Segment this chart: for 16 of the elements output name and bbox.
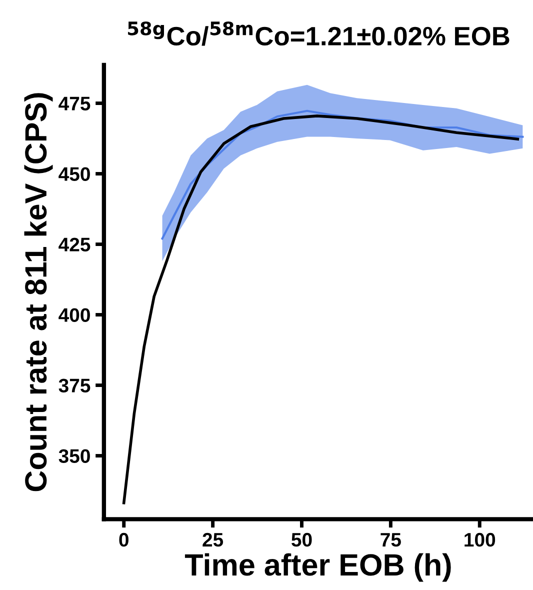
y-tick-label: 400 [58,308,90,322]
line-series [122,114,520,504]
x-tick-label: 50 [292,532,312,547]
y-axis-title: Count rate at 811 keV (CPS) [24,93,53,492]
chart-title: $^{58g}$Co/$^{58m}$Co=1.21±0.02% EOB [128,21,510,46]
line-series [161,110,524,240]
y-tick-label: 350 [58,449,90,464]
x-tick-label: 25 [202,532,224,547]
x-tick-label: 100 [464,532,496,547]
y-tick-label: 425 [58,238,90,252]
x-axis-title: Time after EOB (h) [184,553,451,582]
y-tick-label: 450 [58,167,90,181]
x-tick-label: 0 [119,532,128,547]
y-tick-label: 375 [58,378,90,393]
x-tick-label: 75 [380,533,401,547]
y-tick-label: 475 [58,96,90,110]
